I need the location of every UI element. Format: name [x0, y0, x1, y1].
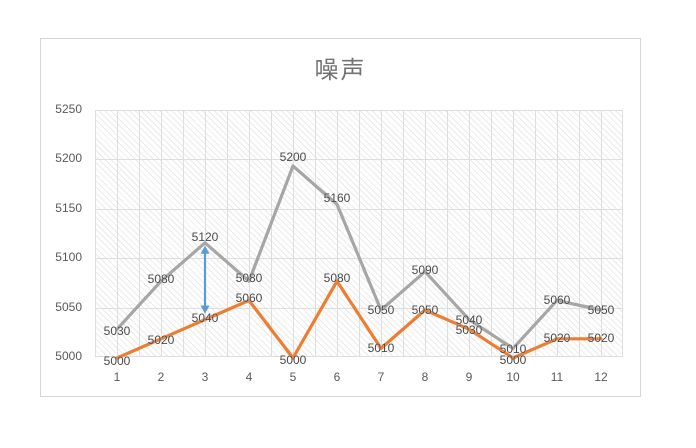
y-tick-5150: 5150	[55, 200, 82, 215]
gridline-y-5000	[95, 356, 623, 357]
series1-gray-label-4: 5080	[235, 271, 263, 286]
gridline-y-5200	[95, 159, 623, 161]
y-tick-5100: 5100	[55, 250, 82, 265]
series2-orange-label-2: 5020	[147, 332, 175, 347]
series1-gray-label-7: 5050	[367, 303, 395, 317]
series2-orange-label-7: 5010	[367, 341, 395, 356]
x-tick-1: 1	[113, 370, 121, 384]
series2-orange-label-5: 5000	[279, 353, 307, 367]
gridline-y-5050	[95, 307, 623, 309]
x-tick-3: 3	[201, 370, 209, 384]
x-tick-9: 9	[465, 370, 473, 384]
x-tick-7: 7	[377, 370, 385, 384]
series1-gray-label-6: 5160	[323, 191, 351, 206]
series1-gray-label-11: 5060	[543, 293, 571, 308]
x-tick-8: 8	[421, 370, 429, 384]
x-tick-11: 11	[550, 370, 564, 384]
series2-orange-label-3: 5040	[191, 310, 219, 325]
series2-orange-label-9: 5030	[455, 323, 483, 338]
x-tick-6: 6	[333, 370, 341, 384]
x-tick-12: 12	[594, 370, 608, 384]
gridline-y-5150	[95, 208, 623, 210]
series1-gray-label-5: 5200	[279, 150, 307, 164]
series2-orange-label-6: 5080	[323, 271, 351, 286]
x-tick-5: 5	[289, 370, 297, 384]
series2-orange-label-8: 5050	[411, 303, 439, 317]
chart-title: 噪声	[314, 57, 367, 84]
x-tick-2: 2	[157, 370, 165, 384]
gridline-y-5250	[95, 110, 623, 111]
plot-area	[95, 110, 623, 357]
series2-orange-label-1: 5000	[103, 354, 131, 368]
series1-gray-label-1: 5030	[103, 324, 131, 339]
x-tick-10: 10	[506, 370, 520, 384]
series2-orange-label-12: 5020	[587, 330, 615, 345]
y-tick-5000: 5000	[55, 349, 82, 363]
y-tick-5250: 5250	[55, 102, 82, 116]
series1-gray-label-12: 5050	[587, 303, 615, 317]
y-tick-5200: 5200	[55, 151, 82, 166]
series2-orange-label-10: 5000	[499, 353, 527, 367]
series1-gray-label-2: 5080	[147, 272, 175, 287]
series1-gray-label-8: 5090	[411, 262, 439, 277]
gridline-y-5100	[95, 258, 623, 260]
series1-gray-label-10: 5010	[499, 342, 527, 357]
x-tick-4: 4	[245, 370, 253, 384]
y-tick-5050: 5050	[55, 299, 82, 314]
series1-gray-label-9: 5040	[455, 312, 483, 327]
series2-orange-label-4: 5060	[235, 291, 263, 306]
series2-orange-label-11: 5020	[543, 330, 571, 345]
series1-gray-label-3: 5120	[191, 229, 219, 244]
